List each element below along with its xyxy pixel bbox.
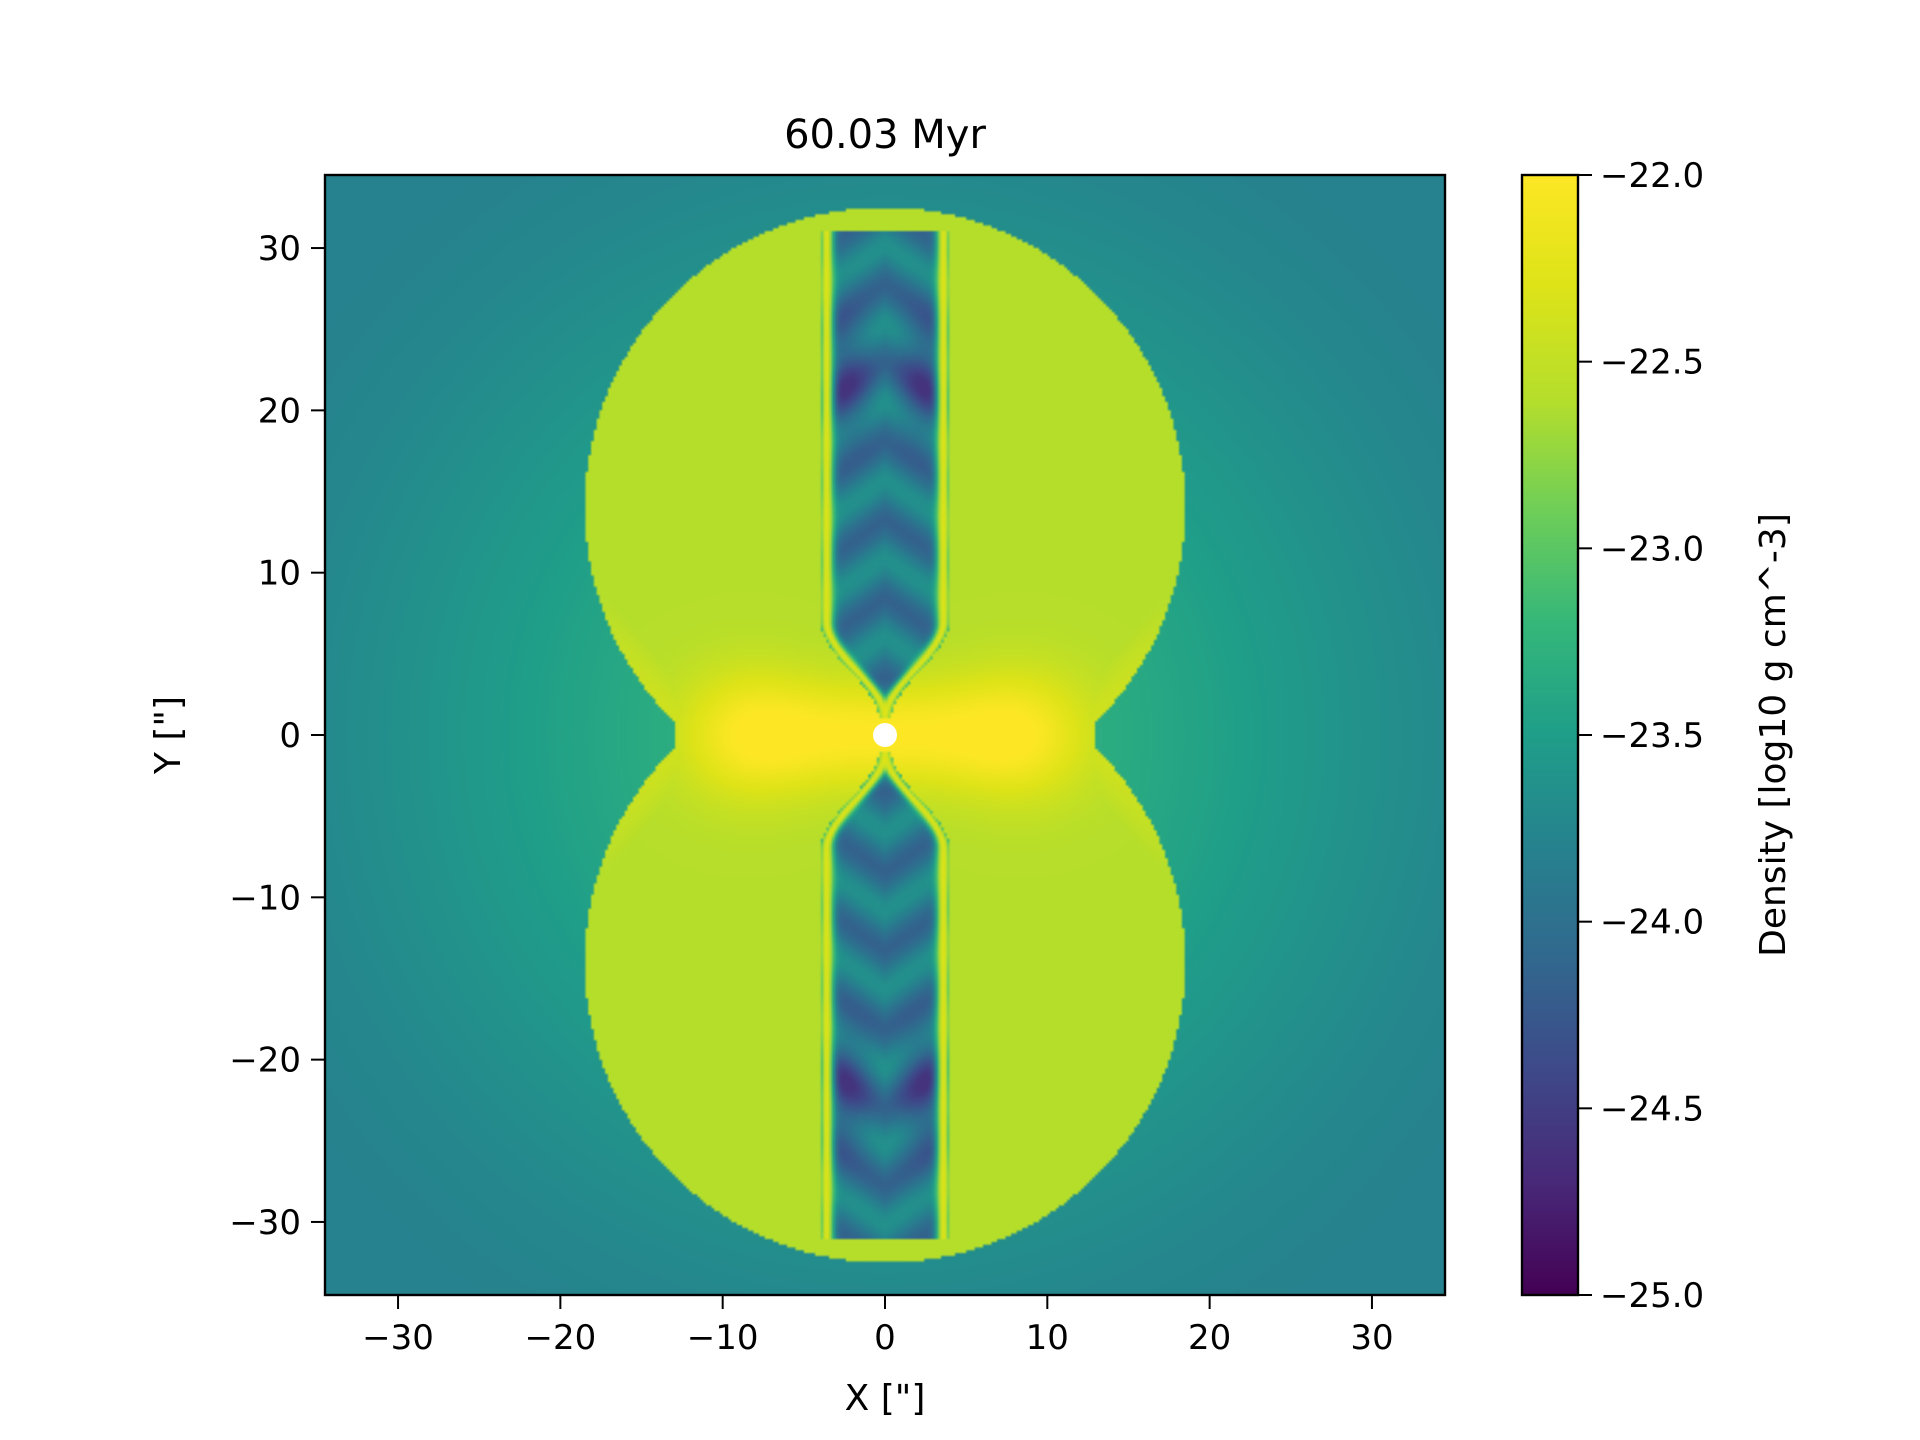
y-tick-label: −20	[229, 1041, 301, 1081]
colorbar-tick-label: −22.5	[1600, 343, 1704, 383]
colorbar-tick-label: −23.5	[1600, 716, 1704, 756]
y-tick-label: 20	[258, 391, 301, 431]
y-tick-label: 0	[279, 716, 301, 756]
y-axis-ticks: −30 −20 −10 0 10 20 30	[229, 229, 325, 1243]
x-tick-label: 0	[874, 1318, 896, 1358]
colorbar: −22.0 −22.5 −23.0 −23.5 −24.0 −24.5 −25.0 Dens…	[1520, 156, 1794, 1316]
chart-title: 60.03 Myr	[784, 112, 986, 158]
colorbar-strip	[1520, 173, 1580, 1297]
colorbar-tick-label: −22.0	[1600, 156, 1704, 196]
colorbar-tick-label: −24.5	[1600, 1089, 1704, 1129]
y-tick-label: 30	[258, 229, 301, 269]
x-tick-label: 30	[1350, 1318, 1393, 1358]
y-tick-label: −30	[229, 1203, 301, 1243]
y-tick-label: −10	[229, 878, 301, 918]
x-tick-label: 10	[1026, 1318, 1069, 1358]
x-axis-label: X ["]	[845, 1378, 926, 1419]
central-source-marker	[873, 723, 897, 747]
colorbar-tick-label: −25.0	[1600, 1276, 1704, 1316]
x-tick-label: −30	[362, 1318, 434, 1358]
y-tick-label: 10	[258, 554, 301, 594]
colorbar-label: Density [log10 g cm^-3]	[1753, 513, 1794, 957]
y-axis-label: Y ["]	[148, 696, 189, 775]
colorbar-ticks: −22.0 −22.5 −23.0 −23.5 −24.0 −24.5 −25.0	[1578, 156, 1704, 1316]
x-axis-ticks: −30 −20 −10 0 10 20 30	[362, 1295, 1394, 1358]
x-tick-label: 20	[1188, 1318, 1231, 1358]
heatmap-plot-area	[325, 175, 1445, 1295]
colorbar-tick-label: −24.0	[1600, 903, 1704, 943]
x-tick-label: −20	[524, 1318, 596, 1358]
x-tick-label: −10	[687, 1318, 759, 1358]
colorbar-tick-label: −23.0	[1600, 529, 1704, 569]
